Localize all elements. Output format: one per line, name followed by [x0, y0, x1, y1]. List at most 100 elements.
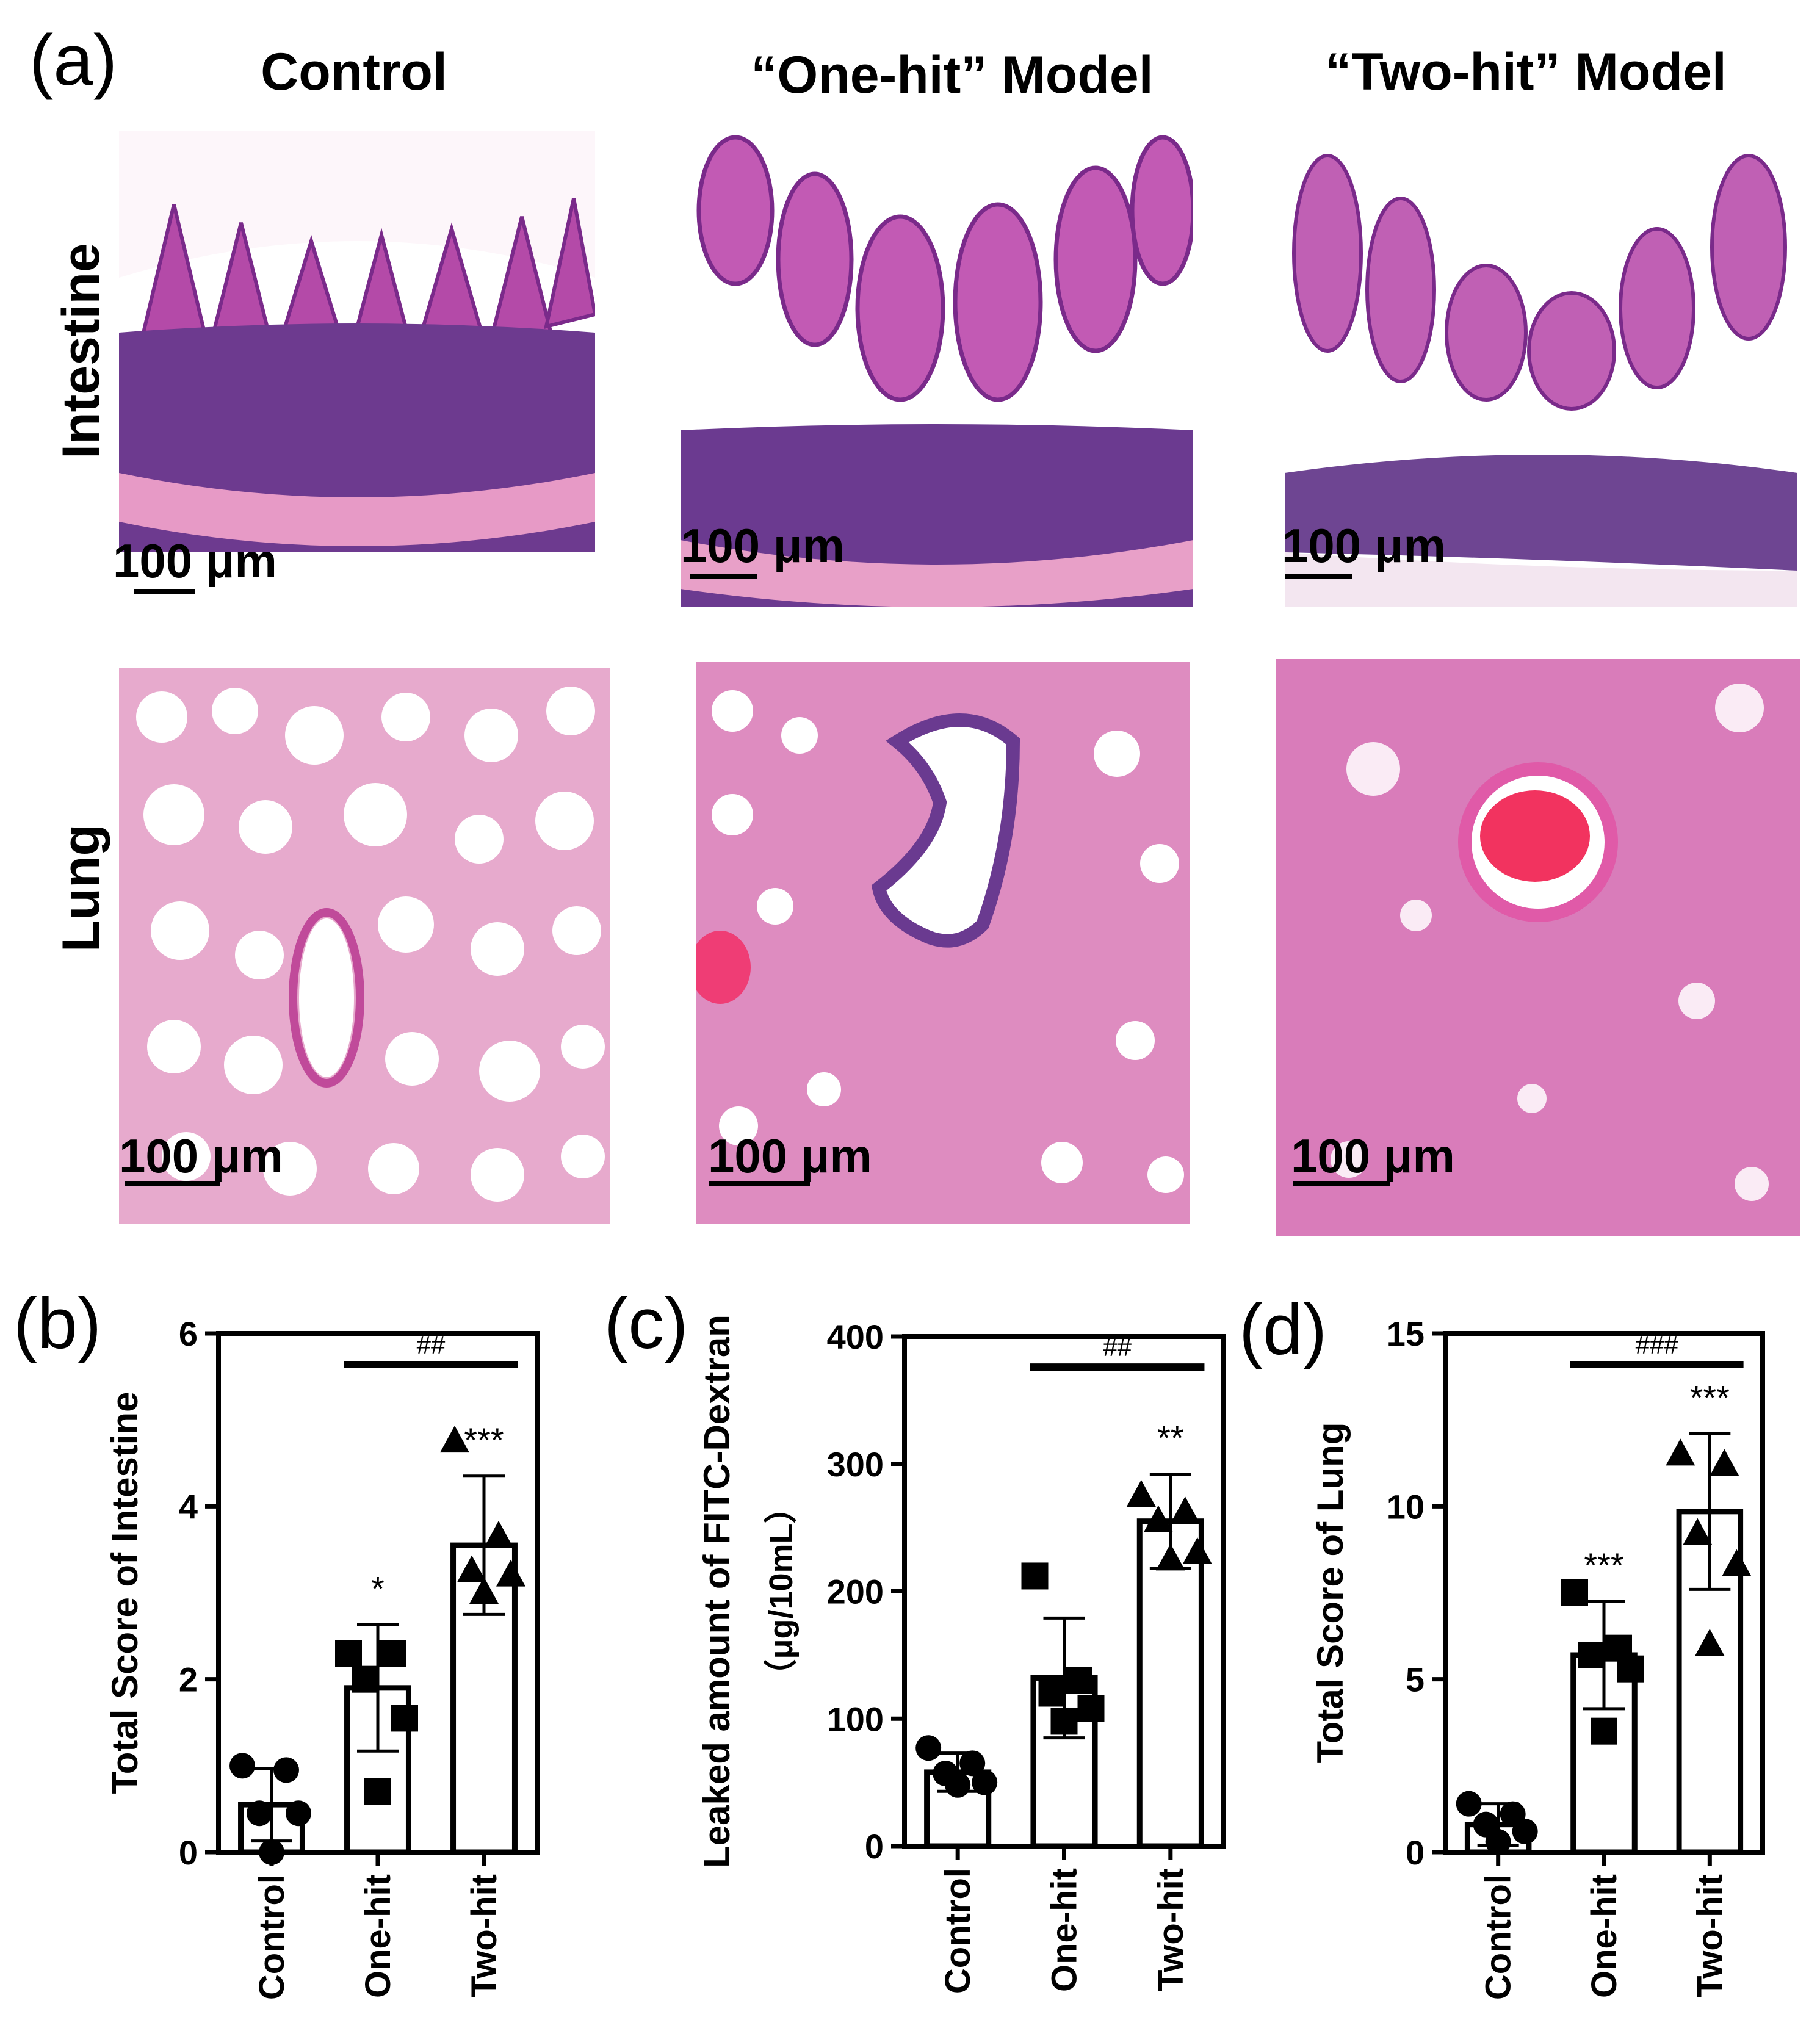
dextran-xtick-label-1: One-hit: [1045, 1868, 1085, 1992]
lung-two-hit-micrograph: [1276, 659, 1800, 1236]
lung-significance-2: ***: [1690, 1378, 1730, 1416]
intestine-point-1-0: [335, 1640, 362, 1667]
lung-one-hit-micrograph: [696, 662, 1190, 1224]
dextran-xtick-label-0: Control: [938, 1868, 978, 1994]
panel-d-label: (d): [1239, 1290, 1327, 1370]
lung-point-1-0: [1561, 1579, 1588, 1606]
dextran-ylabel-units: （μg/10mL）: [763, 1490, 800, 1692]
scale-bar-lung-two-hit: [1293, 1181, 1390, 1186]
intestine-point-2-2: [457, 1555, 486, 1582]
lung-point-0-4: [1485, 1829, 1511, 1855]
panel-b-label: (b): [13, 1283, 102, 1364]
dextran-point-1-4: [1050, 1708, 1078, 1735]
lung-significance-1: ***: [1584, 1546, 1623, 1584]
dextran-point-1-1: [1065, 1667, 1092, 1694]
dextran-point-1-0: [1021, 1562, 1049, 1590]
column-title-two-hit: “Two-hit” Model: [1325, 43, 1727, 101]
lung-point-1-4: [1591, 1717, 1617, 1745]
intestine-point-2-0: [440, 1426, 469, 1453]
intestine-point-0-1: [273, 1757, 299, 1783]
dextran-ytick-label-1: 100: [827, 1700, 884, 1738]
intestine-xtick-label-1: One-hit: [358, 1874, 398, 1998]
lung-xtick-label-1: One-hit: [1584, 1874, 1624, 1998]
intestine-point-1-3: [391, 1705, 418, 1732]
intestine-point-1-1: [379, 1640, 406, 1667]
dextran-point-0-1: [959, 1750, 986, 1777]
lung-ytick-label-2: 10: [1387, 1487, 1425, 1526]
intestine-significance-1: *: [371, 1569, 385, 1607]
intestine-ytick-label-2: 4: [179, 1487, 198, 1526]
lung-ytick-label-0: 0: [1406, 1833, 1425, 1872]
lung-point-2-2: [1683, 1518, 1713, 1545]
lung-point-0-0: [1456, 1791, 1482, 1817]
intestine-control-micrograph: [119, 131, 595, 583]
intestine-point-1-2: [352, 1665, 379, 1693]
column-title-control: Control: [261, 43, 447, 101]
lung-xtick-label-2: Two-hit: [1690, 1874, 1730, 1997]
lung-xtick-label-0: Control: [1479, 1874, 1518, 2000]
panel-a-label: (a): [29, 20, 118, 101]
intestine-xtick-label-2: Two-hit: [464, 1874, 504, 1997]
dextran-ytick-label-0: 0: [865, 1827, 884, 1866]
lung-point-0-3: [1512, 1819, 1538, 1844]
scale-label-intestine-one-hit: 100 μm: [681, 519, 845, 572]
intestine-point-1-4: [364, 1778, 391, 1805]
intestine-ytick-label-1: 2: [179, 1661, 198, 1699]
lung-point-2-3: [1722, 1549, 1752, 1576]
dextran-ylabel: Leaked amount of FITC-Dextran: [696, 1315, 737, 1868]
scale-label-lung-control: 100 μm: [119, 1129, 283, 1183]
dextran-xtick-label-2: Two-hit: [1151, 1868, 1191, 1991]
intestine-one-hit-micrograph: [681, 125, 1193, 641]
scale-bar-lung-control: [125, 1181, 220, 1186]
intestine-point-0-0: [229, 1753, 255, 1779]
intestine-ytick-label-3: 6: [179, 1315, 198, 1353]
lung-point-1-3: [1617, 1655, 1644, 1683]
scale-label-intestine-control: 100 μm: [113, 534, 277, 588]
dextran-point-2-1: [1170, 1496, 1200, 1524]
scale-bar-intestine-control: [134, 589, 195, 594]
dextran-point-1-3: [1077, 1695, 1105, 1722]
scale-bar-intestine-two-hit: [1285, 574, 1352, 579]
intestine-point-0-2: [247, 1800, 272, 1827]
lung-bracket-label: ###: [1636, 1330, 1679, 1359]
scale-label-intestine-two-hit: 100 μm: [1282, 519, 1446, 572]
dextran-point-0-0: [915, 1735, 942, 1761]
intestine-two-hit-micrograph: [1285, 131, 1797, 607]
intestine-significance-2: ***: [464, 1421, 504, 1459]
lung-point-2-4: [1695, 1629, 1725, 1656]
dextran-point-2-0: [1126, 1479, 1156, 1507]
dextran-point-2-2: [1143, 1505, 1173, 1532]
lung-ytick-label-1: 5: [1406, 1661, 1425, 1699]
lung-point-2-0: [1666, 1438, 1695, 1466]
lung-ytick-label-3: 15: [1387, 1315, 1425, 1353]
scale-label-lung-two-hit: 100 μm: [1291, 1129, 1455, 1183]
dextran-point-0-4: [945, 1772, 971, 1798]
dextran-ytick-label-2: 200: [827, 1573, 884, 1611]
intestine-xtick-label-0: Control: [252, 1874, 292, 2000]
scale-label-lung-one-hit: 100 μm: [708, 1129, 872, 1183]
lung-control-micrograph: [119, 668, 610, 1224]
dextran-ytick-label-3: 300: [827, 1445, 884, 1484]
dextran-significance-2: **: [1157, 1418, 1184, 1457]
intestine-ylabel: Total Score of Intestine: [104, 1392, 145, 1794]
intestine-point-2-4: [469, 1577, 499, 1604]
intestine-ytick-label-0: 0: [179, 1833, 198, 1872]
lung-point-1-2: [1578, 1642, 1605, 1668]
dextran-point-2-4: [1155, 1543, 1185, 1571]
panel-c-label: (c): [604, 1283, 688, 1364]
intestine-bracket-label: ##: [417, 1330, 446, 1359]
dextran-point-1-2: [1038, 1679, 1066, 1707]
column-title-one-hit: “One-hit” Model: [751, 46, 1154, 104]
dextran-bracket-label: ##: [1103, 1333, 1132, 1362]
scale-bar-intestine-one-hit: [690, 574, 757, 579]
dextran-point-2-3: [1182, 1537, 1212, 1564]
lung-ylabel: Total Score of Lung: [1310, 1423, 1351, 1764]
lung-point-2-1: [1710, 1449, 1739, 1476]
intestine-point-2-1: [484, 1520, 513, 1548]
dextran-point-0-3: [972, 1769, 998, 1795]
scale-bar-lung-one-hit: [709, 1181, 810, 1186]
intestine-point-2-3: [496, 1559, 525, 1587]
dextran-ytick-label-4: 400: [827, 1318, 884, 1356]
intestine-point-0-3: [286, 1800, 311, 1827]
